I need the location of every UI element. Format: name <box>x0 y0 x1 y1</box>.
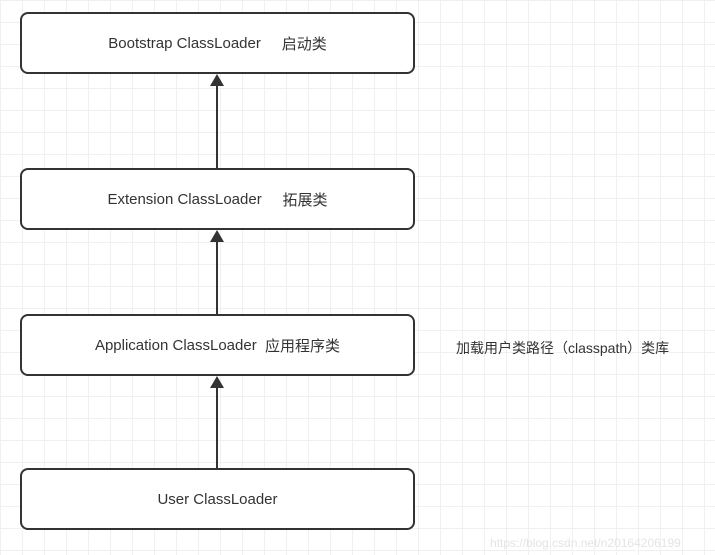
node-label: Extension ClassLoader <box>107 191 261 208</box>
node-sublabel: 应用程序类 <box>257 335 340 356</box>
node-sublabel: 拓展类 <box>262 189 328 210</box>
arrow-up-icon <box>216 242 218 314</box>
arrow-up-icon <box>216 86 218 168</box>
watermark-text: https://blog.csdn.net/n20164206199 <box>490 536 681 550</box>
node-label: Bootstrap ClassLoader <box>108 35 261 52</box>
node-label: Application ClassLoader <box>95 337 257 354</box>
annotation-application: 加载用户类路径（classpath）类库 <box>456 338 669 358</box>
classloader-node-application: Application ClassLoader 应用程序类 <box>20 314 415 376</box>
node-label: User ClassLoader <box>157 491 277 508</box>
arrow-up-icon <box>210 230 224 242</box>
classloader-node-bootstrap: Bootstrap ClassLoader 启动类 <box>20 12 415 74</box>
arrow-up-icon <box>210 74 224 86</box>
arrow-up-icon <box>216 388 218 468</box>
classloader-node-extension: Extension ClassLoader 拓展类 <box>20 168 415 230</box>
node-sublabel: 启动类 <box>261 33 327 54</box>
arrow-up-icon <box>210 376 224 388</box>
classloader-node-user: User ClassLoader <box>20 468 415 530</box>
